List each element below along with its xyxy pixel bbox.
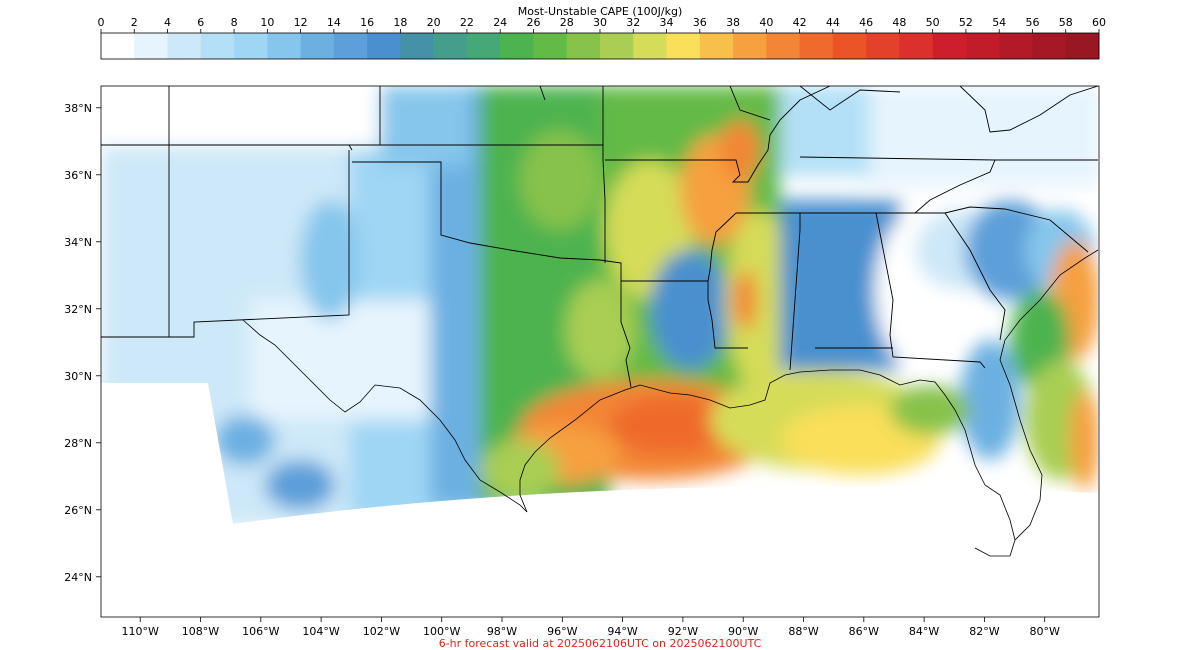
longitude-label: 88°W — [788, 625, 818, 638]
colorbar-swatch — [1065, 33, 1100, 59]
colorbar — [101, 33, 1100, 59]
colorbar-swatch — [899, 33, 934, 59]
colorbar-tick-label: 56 — [1025, 16, 1039, 29]
longitude-label: 108°W — [182, 625, 219, 638]
colorbar-tick-label: 6 — [197, 16, 204, 29]
colorbar-tick-label: 36 — [693, 16, 707, 29]
colorbar-tick-label: 58 — [1059, 16, 1073, 29]
colorbar-swatch — [733, 33, 767, 59]
colorbar-tick-label: 42 — [793, 16, 807, 29]
latitude-label: 24°N — [64, 571, 92, 584]
forecast-caption: 6-hr forecast valid at 2025062106UTC on … — [439, 637, 762, 650]
latitude-labels: 38°N 36°N 34°N 32°N 30°N 28°N 26°N 24°N — [64, 102, 101, 584]
colorbar-swatch — [832, 33, 867, 59]
colorbar-swatch — [965, 33, 1000, 59]
colorbar-swatch — [300, 33, 335, 59]
colorbar-swatch — [101, 33, 135, 59]
colorbar-swatch — [433, 33, 468, 59]
colorbar-swatch — [466, 33, 501, 59]
longitude-label: 82°W — [969, 625, 999, 638]
latitude-label: 26°N — [64, 504, 92, 517]
latitude-label: 30°N — [64, 370, 92, 383]
colorbar-tick-label: 38 — [726, 16, 740, 29]
colorbar-swatch — [533, 33, 568, 59]
longitude-label: 104°W — [302, 625, 339, 638]
colorbar-tick-label: 22 — [460, 16, 474, 29]
colorbar-swatch — [666, 33, 701, 59]
latitude-label: 38°N — [64, 102, 92, 115]
longitude-label: 92°W — [668, 625, 698, 638]
latitude-label: 32°N — [64, 303, 92, 316]
colorbar-swatch — [866, 33, 900, 59]
colorbar-swatch — [699, 33, 734, 59]
longitude-label: 100°W — [423, 625, 460, 638]
latitude-label: 36°N — [64, 169, 92, 182]
colorbar-swatch — [400, 33, 435, 59]
longitude-label: 86°W — [849, 625, 879, 638]
colorbar-tick-label: 26 — [526, 16, 540, 29]
colorbar-tick-label: 14 — [327, 16, 341, 29]
colorbar-tick-label: 28 — [560, 16, 574, 29]
colorbar-swatch — [200, 33, 235, 59]
coastline — [242, 249, 1099, 557]
colorbar-frame — [100, 32, 1100, 60]
state-boundaries — [101, 86, 1099, 388]
colorbar-tick-label: 50 — [926, 16, 940, 29]
longitude-label: 102°W — [363, 625, 400, 638]
colorbar-swatch — [633, 33, 667, 59]
map-frame — [100, 85, 1100, 618]
colorbar-tick-label: 12 — [294, 16, 308, 29]
longitude-label: 96°W — [547, 625, 577, 638]
colorbar-tick-label: 8 — [231, 16, 238, 29]
longitude-label: 80°W — [1030, 625, 1060, 638]
colorbar-tick-label: 32 — [626, 16, 640, 29]
colorbar-tick-label: 16 — [360, 16, 374, 29]
colorbar-tick-label: 18 — [393, 16, 407, 29]
longitude-label: 94°W — [607, 625, 637, 638]
colorbar-tick-label: 54 — [992, 16, 1006, 29]
colorbar-swatch — [566, 33, 601, 59]
latitude-label: 34°N — [64, 236, 92, 249]
colorbar-title: Most-Unstable CAPE (100J/kg) — [518, 5, 683, 18]
colorbar-swatch — [999, 33, 1033, 59]
colorbar-tick-label: 24 — [493, 16, 507, 29]
colorbar-tick-label: 34 — [660, 16, 674, 29]
longitude-label: 84°W — [909, 625, 939, 638]
colorbar-swatch — [600, 33, 634, 59]
colorbar-tick-label: 2 — [131, 16, 138, 29]
latitude-label: 28°N — [64, 437, 92, 450]
colorbar-tick-label: 44 — [826, 16, 840, 29]
longitude-labels: 110°W 108°W 106°W 104°W 102°W 100°W 98°W 96°W 94… — [122, 617, 1060, 638]
colorbar-tick-label: 10 — [260, 16, 274, 29]
colorbar-swatch — [1032, 33, 1067, 59]
colorbar-tick-label: 4 — [164, 16, 171, 29]
colorbar-swatch — [932, 33, 967, 59]
colorbar-tick-label: 20 — [427, 16, 441, 29]
colorbar-swatch — [367, 33, 401, 59]
colorbar-swatch — [234, 33, 268, 59]
longitude-label: 98°W — [487, 625, 517, 638]
colorbar-swatch — [766, 33, 800, 59]
longitude-label: 110°W — [122, 625, 159, 638]
colorbar-swatch — [267, 33, 301, 59]
colorbar-swatch — [167, 33, 202, 59]
longitude-label: 90°W — [728, 625, 758, 638]
colorbar-swatch — [500, 33, 534, 59]
colorbar-tick-label: 52 — [959, 16, 973, 29]
colorbar-tick-label: 60 — [1092, 16, 1106, 29]
colorbar-tick-label: 48 — [892, 16, 906, 29]
colorbar-swatch — [799, 33, 834, 59]
longitude-label: 106°W — [242, 625, 279, 638]
colorbar-tick-label: 30 — [593, 16, 607, 29]
colorbar-swatch — [333, 33, 368, 59]
colorbar-tick-label: 46 — [859, 16, 873, 29]
colorbar-swatch — [134, 33, 168, 59]
colorbar-tick-label: 40 — [759, 16, 773, 29]
colorbar-ticks: 0 2 4 6 8 10 12 14 16 18 20 22 24 26 28 30 32 34 36 38 40 42 4… — [98, 16, 1106, 33]
colorbar-tick-label: 0 — [98, 16, 105, 29]
